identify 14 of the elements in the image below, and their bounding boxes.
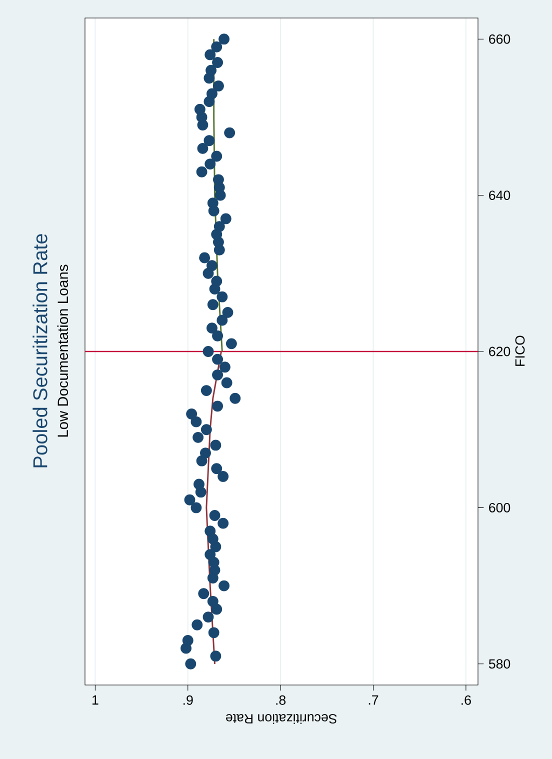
x-axis-title: Securitization Rate	[226, 714, 337, 724]
y-tick-label: 660	[489, 34, 510, 44]
y-tick-label: 640	[489, 190, 510, 200]
x-tick-label: .8	[276, 695, 286, 705]
text: Pooled Securitization Rate	[32, 234, 48, 468]
x-tick-label: 1	[92, 695, 98, 705]
x-tick-label: .6	[462, 695, 471, 705]
y-tick-label: 600	[489, 502, 510, 512]
x-tick-label: .9	[184, 695, 193, 705]
y-axis-title: FICO	[515, 336, 525, 366]
text: Low Documentation Loans	[57, 264, 68, 437]
y-tick-label: 580	[488, 659, 510, 669]
x-tick-label: .7	[368, 695, 378, 705]
y-tick-label: 620	[489, 346, 510, 356]
